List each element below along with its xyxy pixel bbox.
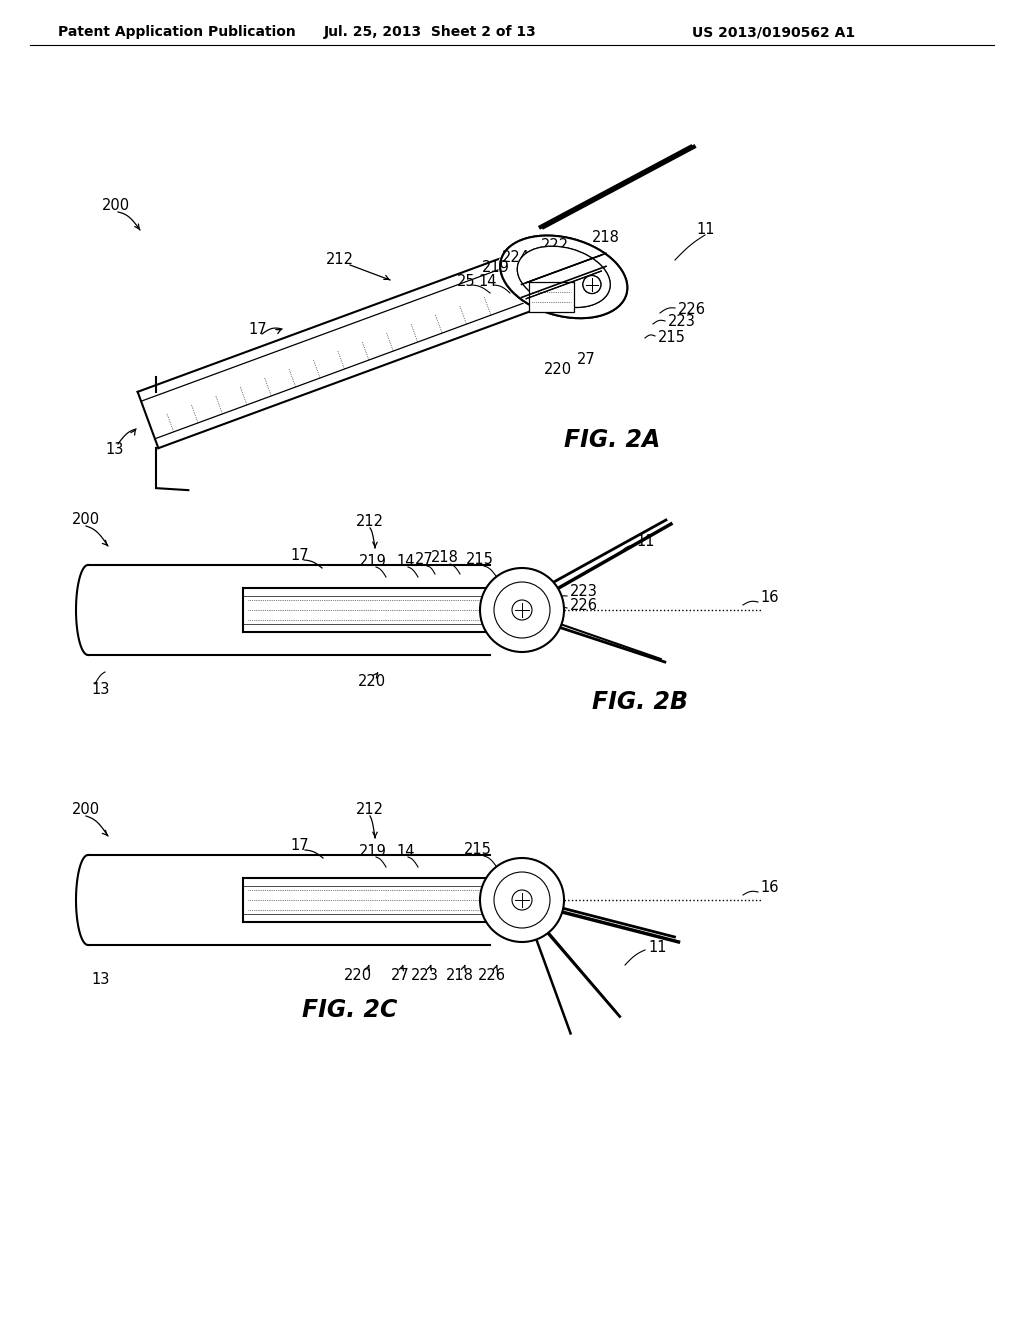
- Text: 25: 25: [457, 275, 475, 289]
- Text: 224: 224: [502, 251, 530, 265]
- Text: 222: 222: [541, 238, 569, 252]
- Text: 219: 219: [482, 260, 510, 276]
- Ellipse shape: [499, 234, 630, 321]
- Text: 200: 200: [102, 198, 130, 213]
- Text: 200: 200: [72, 803, 100, 817]
- Text: 218: 218: [431, 550, 459, 565]
- Circle shape: [512, 601, 532, 620]
- Text: 212: 212: [356, 803, 384, 817]
- Text: 215: 215: [658, 330, 686, 345]
- Text: 14: 14: [396, 554, 416, 569]
- Circle shape: [583, 276, 601, 293]
- Text: 11: 11: [648, 940, 667, 956]
- Text: 17: 17: [291, 548, 309, 562]
- Text: 14: 14: [479, 275, 498, 289]
- Text: 220: 220: [358, 675, 386, 689]
- Text: FIG. 2A: FIG. 2A: [564, 428, 660, 451]
- Text: 17: 17: [291, 837, 309, 853]
- Text: 27: 27: [577, 352, 595, 367]
- Text: Jul. 25, 2013  Sheet 2 of 13: Jul. 25, 2013 Sheet 2 of 13: [324, 25, 537, 40]
- Circle shape: [480, 858, 564, 942]
- Text: FIG. 2B: FIG. 2B: [592, 690, 688, 714]
- Circle shape: [583, 276, 601, 293]
- Text: 226: 226: [570, 598, 598, 614]
- Ellipse shape: [500, 235, 628, 318]
- Text: FIG. 2C: FIG. 2C: [302, 998, 397, 1022]
- Text: 219: 219: [359, 554, 387, 569]
- Text: 13: 13: [105, 442, 123, 458]
- Text: 223: 223: [668, 314, 696, 330]
- Text: 215: 215: [466, 553, 494, 568]
- Text: 212: 212: [326, 252, 354, 268]
- Text: 220: 220: [344, 968, 372, 982]
- Text: 218: 218: [446, 968, 474, 982]
- Bar: [528, 282, 573, 312]
- Text: 212: 212: [356, 515, 384, 529]
- Text: 226: 226: [678, 302, 706, 318]
- Text: 27: 27: [390, 968, 410, 982]
- Text: 220: 220: [544, 363, 572, 378]
- Text: 11: 11: [696, 223, 715, 238]
- Text: 17: 17: [249, 322, 267, 338]
- Text: 16: 16: [760, 590, 778, 606]
- Text: Patent Application Publication: Patent Application Publication: [58, 25, 296, 40]
- Text: 27: 27: [415, 553, 433, 568]
- Text: 218: 218: [592, 231, 620, 246]
- Ellipse shape: [500, 235, 628, 318]
- Circle shape: [480, 568, 564, 652]
- Text: 14: 14: [396, 845, 416, 859]
- Circle shape: [494, 582, 550, 638]
- Text: US 2013/0190562 A1: US 2013/0190562 A1: [692, 25, 855, 40]
- Ellipse shape: [517, 247, 610, 308]
- Text: 223: 223: [411, 968, 439, 982]
- Text: 13: 13: [91, 682, 110, 697]
- Text: 16: 16: [760, 880, 778, 895]
- Circle shape: [494, 873, 550, 928]
- Text: 226: 226: [478, 968, 506, 982]
- Text: 215: 215: [464, 842, 492, 858]
- Ellipse shape: [517, 247, 610, 308]
- Text: 13: 13: [91, 973, 110, 987]
- Circle shape: [512, 890, 532, 909]
- Text: 223: 223: [570, 585, 598, 599]
- Text: 11: 11: [636, 535, 654, 549]
- Text: 219: 219: [359, 845, 387, 859]
- Text: 200: 200: [72, 512, 100, 528]
